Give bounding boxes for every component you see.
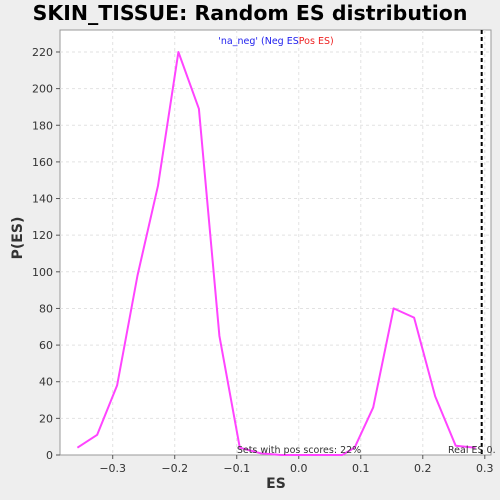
- legend-neg: Neg ES: [265, 36, 299, 47]
- legend-pos: Pos ES: [299, 36, 330, 47]
- y-tick-label: 160: [32, 156, 53, 169]
- legend-prefix: 'na_neg' (: [218, 36, 264, 47]
- y-tick-label: 120: [32, 229, 53, 242]
- x-ticks: −0.3 −0.2 −0.1 0.0 0.1 0.2 0.3: [99, 455, 493, 475]
- x-tick-label: −0.3: [99, 462, 126, 475]
- y-tick-label: 60: [39, 339, 53, 352]
- y-ticks: 0 20 40 60 80 100 120 140 160 180 200 220: [32, 46, 60, 462]
- x-tick-label: 0.2: [414, 462, 432, 475]
- y-tick-label: 0: [46, 449, 53, 462]
- y-tick-label: 200: [32, 83, 53, 96]
- y-tick-label: 220: [32, 46, 53, 59]
- legend-suffix: ): [330, 36, 334, 47]
- y-tick-label: 140: [32, 193, 53, 206]
- x-tick-label: 0.0: [290, 462, 308, 475]
- real-es-annotation: Real ES 0.: [448, 445, 496, 456]
- x-tick-label: 0.1: [352, 462, 370, 475]
- y-tick-label: 40: [39, 376, 53, 389]
- y-tick-label: 80: [39, 302, 53, 315]
- y-tick-label: 20: [39, 412, 53, 425]
- plot-area: [60, 30, 491, 455]
- pos-scores-annotation: Sets with pos scores: 22%: [237, 445, 361, 456]
- x-tick-label: −0.2: [161, 462, 188, 475]
- y-tick-label: 100: [32, 266, 53, 279]
- legend: 'na_neg' (Neg ESPos ES): [218, 36, 333, 47]
- x-tick-label: −0.1: [223, 462, 250, 475]
- y-tick-label: 180: [32, 119, 53, 132]
- x-tick-label: 0.3: [476, 462, 494, 475]
